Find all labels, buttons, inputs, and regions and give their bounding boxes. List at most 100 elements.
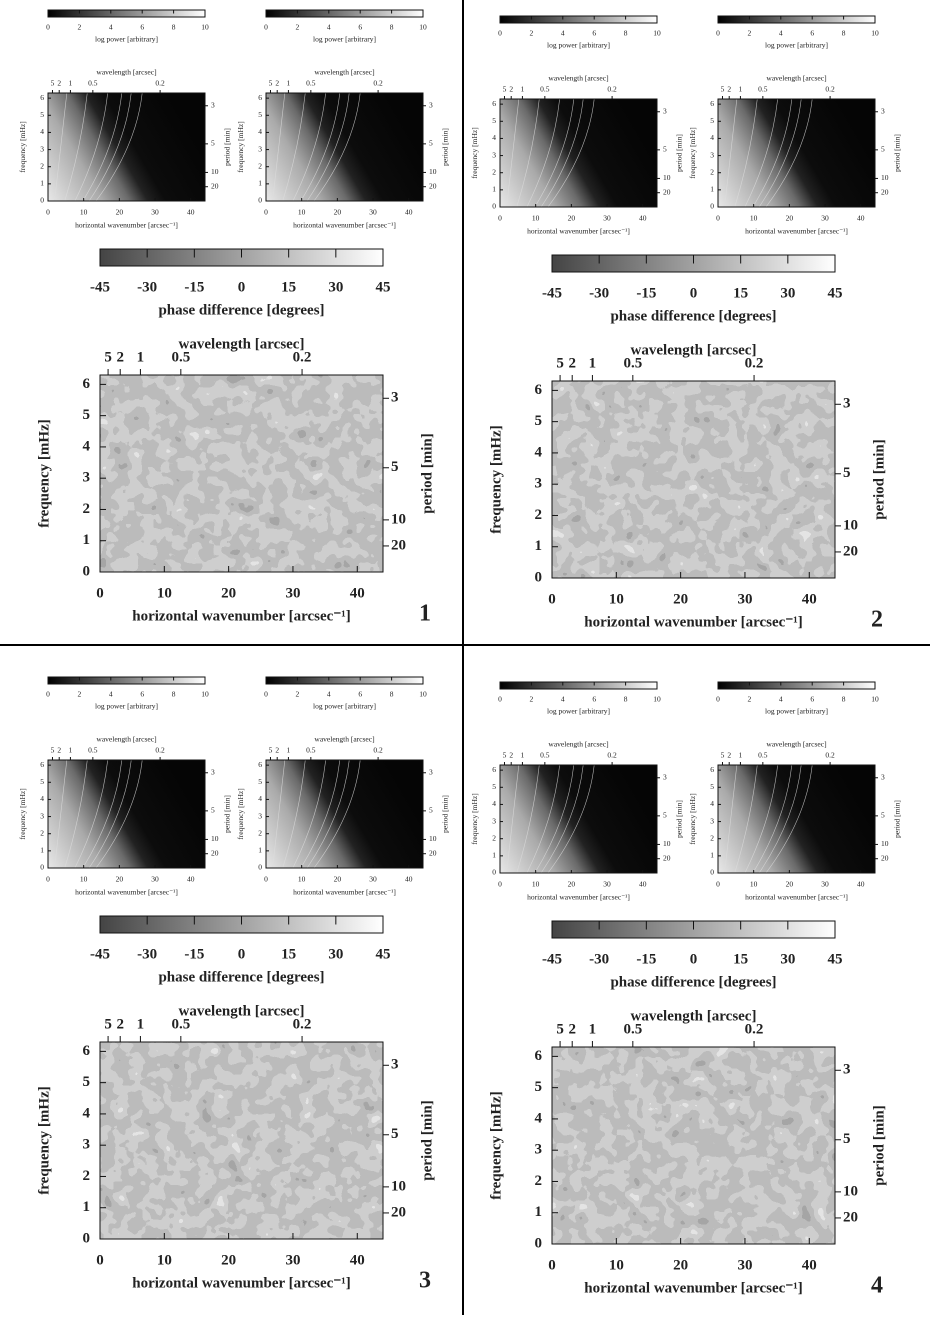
contour [724, 764, 738, 874]
x-tick-label: 30 [821, 214, 829, 223]
y-tick-label: 0 [258, 196, 262, 205]
colorbar-tick-label: 45 [828, 951, 843, 967]
x2-tick-label: 5 [269, 79, 273, 88]
x-tick-label: 20 [673, 1257, 688, 1273]
y-tick-label: 1 [492, 185, 496, 194]
contour [300, 759, 341, 869]
contour [282, 92, 306, 202]
x2-tick-label: 2 [727, 85, 731, 94]
colorbar-tick-label: 0 [238, 279, 246, 295]
y-tick-label: 3 [492, 150, 496, 159]
y-tick-label: 0 [492, 202, 496, 211]
y2-tick-label: 20 [843, 543, 858, 559]
y-axis-label: frequency [mHz] [236, 121, 245, 172]
y-tick-label: 4 [492, 799, 496, 808]
x2-tick-label: 2 [275, 79, 279, 88]
y-tick-label: 3 [40, 144, 44, 153]
colorbar-label: log power [arbitrary] [547, 707, 610, 716]
y2-axis-label: period [min] [871, 1105, 887, 1185]
y-tick-label: 4 [710, 799, 714, 808]
colorbar-label: log power [arbitrary] [765, 707, 828, 716]
x2-tick-label: 0.2 [825, 85, 835, 94]
x-tick-label: 0 [96, 1252, 104, 1268]
contour [765, 764, 813, 874]
y-tick-label: 2 [40, 828, 44, 837]
contour [74, 92, 108, 202]
colorbar-label: log power [arbitrary] [313, 702, 376, 711]
y2-axis-label: period [min] [419, 1100, 435, 1180]
power-map [718, 99, 875, 207]
colorbar-tick-label: -30 [137, 279, 157, 295]
y-axis-label: frequency [mHz] [470, 793, 479, 844]
y-tick-label: 1 [535, 538, 543, 554]
colorbar [717, 681, 876, 690]
x-axis-label: horizontal wavenumber [arcsec⁻¹] [75, 888, 178, 897]
contour [758, 764, 802, 874]
x2-tick-label: 1 [739, 751, 743, 760]
contour [526, 98, 560, 208]
y-tick-label: 1 [40, 179, 44, 188]
y-tick-label: 5 [710, 116, 714, 125]
y-tick-label: 6 [40, 760, 44, 769]
plot-frame [99, 374, 384, 573]
y-tick-label: 6 [258, 760, 262, 769]
contour [506, 764, 520, 874]
x-tick-label: 20 [673, 591, 688, 607]
contour [64, 759, 88, 869]
colorbar-tick-label: 0 [238, 946, 246, 962]
x2-tick-label: 0.5 [88, 79, 98, 88]
contour [547, 98, 595, 208]
x2-tick-label: 5 [503, 751, 507, 760]
y-tick-label: 0 [40, 196, 44, 205]
plot-frame [47, 759, 206, 869]
y-tick-label: 0 [710, 868, 714, 877]
y-tick-label: 2 [535, 1173, 543, 1189]
x2-tick-label: 1 [521, 85, 525, 94]
colorbar-tick-label: -45 [90, 946, 110, 962]
colorbar-tick-label: 0 [264, 23, 268, 32]
y2-tick-label: 5 [429, 139, 433, 148]
x2-tick-label: 0.2 [745, 355, 764, 371]
y2-tick-label: 5 [391, 1126, 399, 1142]
x-tick-label: 10 [532, 214, 540, 223]
x2-axis-label: wavelength [arcsec] [766, 74, 826, 83]
x-tick-label: 20 [334, 875, 342, 884]
power-map [500, 99, 657, 207]
x-tick-label: 30 [603, 214, 611, 223]
contour [534, 764, 575, 874]
x-tick-label: 20 [786, 880, 794, 889]
contour [313, 92, 361, 202]
y-tick-label: 6 [492, 765, 496, 774]
y-tick-label: 4 [40, 127, 44, 136]
y-tick-label: 4 [258, 127, 262, 136]
colorbar-tick-label: 0 [264, 690, 268, 699]
y-axis-label: frequency [mHz] [688, 793, 697, 844]
x-tick-label: 30 [151, 208, 159, 217]
x2-tick-label: 5 [51, 79, 55, 88]
y-tick-label: 1 [535, 1204, 543, 1220]
colorbar-tick-label: 10 [653, 29, 661, 38]
x-tick-label: 0 [264, 875, 268, 884]
y-tick-label: 6 [710, 765, 714, 774]
x2-tick-label: 0.2 [155, 79, 165, 88]
y-tick-label: 2 [492, 167, 496, 176]
x2-tick-label: 1 [137, 349, 145, 365]
panel-label: 1 [419, 601, 431, 627]
colorbar-tick-label: -45 [542, 951, 562, 967]
colorbar-label: log power [arbitrary] [765, 41, 828, 50]
y2-tick-label: 20 [211, 181, 219, 190]
x-tick-label: 10 [609, 591, 624, 607]
y-tick-label: 1 [492, 851, 496, 860]
x2-tick-label: 0.2 [607, 85, 617, 94]
y2-tick-label: 5 [881, 145, 885, 154]
y2-tick-label: 3 [211, 767, 215, 776]
x2-tick-label: 5 [556, 355, 564, 371]
power-map [266, 760, 423, 868]
x2-tick-label: 2 [727, 751, 731, 760]
x-tick-label: 40 [802, 1257, 817, 1273]
x2-tick-label: 5 [721, 85, 725, 94]
y2-axis-label: period [min] [419, 433, 435, 513]
x2-tick-label: 0.5 [623, 355, 642, 371]
colorbar [47, 676, 206, 685]
y-tick-label: 4 [492, 133, 496, 142]
